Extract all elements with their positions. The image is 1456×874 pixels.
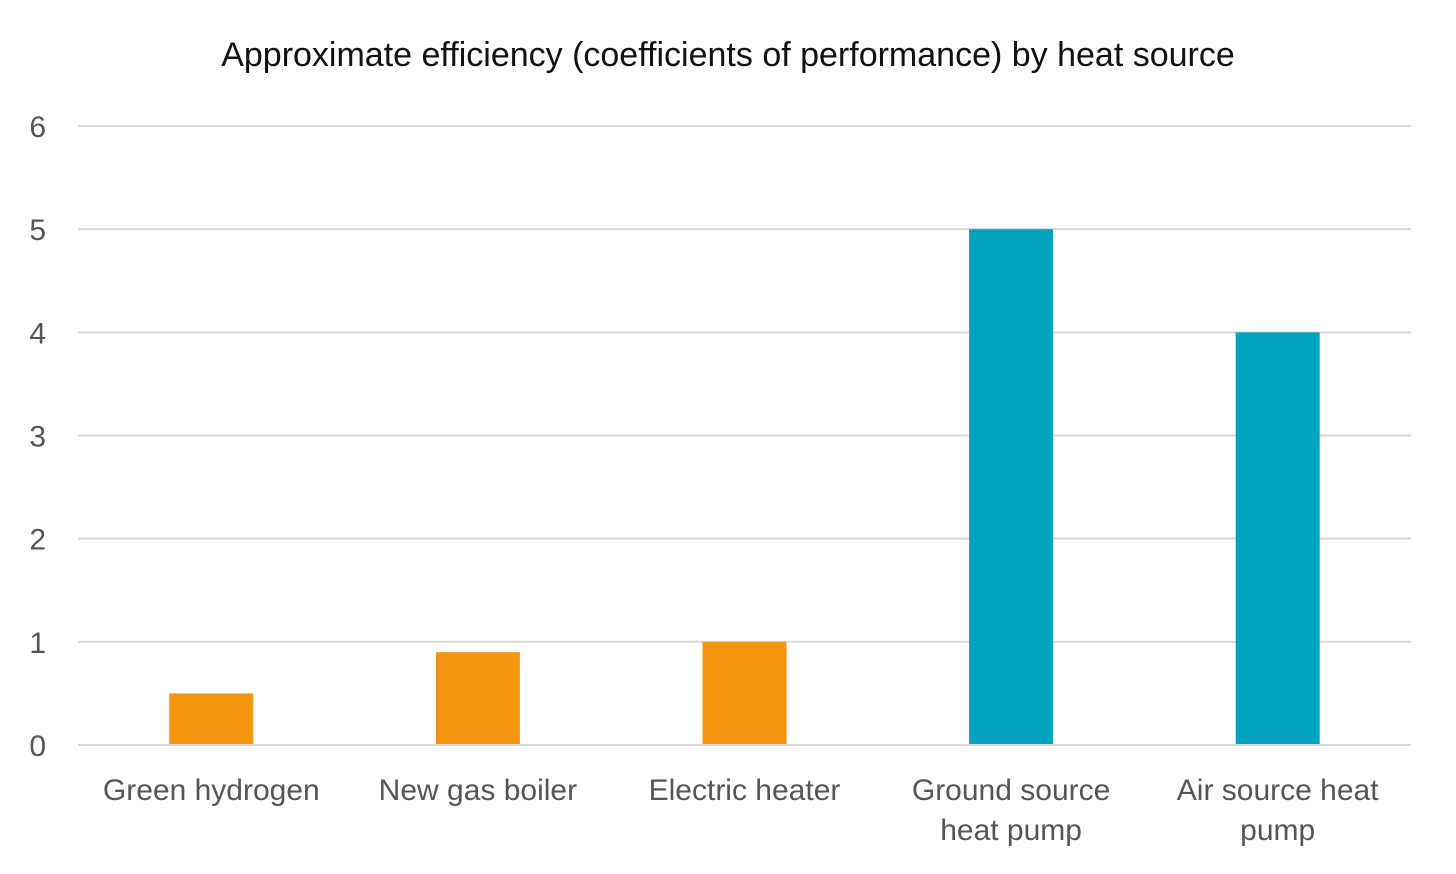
x-category-label-line: Air source heat bbox=[1177, 774, 1379, 807]
y-tick-label: 1 bbox=[29, 627, 46, 660]
y-axis-ticks: 0 1 2 3 4 5 6 bbox=[29, 111, 46, 763]
y-tick-label: 6 bbox=[29, 111, 46, 144]
x-category-label-line: Ground source bbox=[912, 774, 1110, 807]
x-category-label-line: New gas boiler bbox=[379, 774, 577, 807]
x-category-label-line: pump bbox=[1240, 814, 1315, 847]
bar bbox=[435, 652, 520, 745]
y-tick-label: 3 bbox=[29, 421, 46, 454]
bars bbox=[169, 229, 1320, 745]
y-tick-label: 4 bbox=[29, 317, 46, 350]
chart-title: Approximate efficiency (coefficients of … bbox=[221, 36, 1235, 74]
bar bbox=[969, 229, 1054, 745]
x-category-label-line: heat pump bbox=[940, 814, 1082, 847]
x-category-label: New gas boiler bbox=[379, 774, 577, 807]
y-tick-label: 0 bbox=[29, 730, 46, 763]
x-category-label: Electric heater bbox=[649, 774, 841, 807]
x-axis-categories: Green hydrogen New gas boiler Electric hea… bbox=[103, 774, 1379, 847]
x-category-label-line: Electric heater bbox=[649, 774, 841, 807]
y-tick-label: 5 bbox=[29, 214, 46, 247]
x-category-label-line: Green hydrogen bbox=[103, 774, 320, 807]
bar bbox=[702, 641, 787, 745]
bar bbox=[1235, 332, 1320, 745]
bar bbox=[169, 693, 254, 745]
x-category-label: Air source heat pump bbox=[1177, 774, 1379, 847]
gridlines bbox=[78, 125, 1411, 643]
x-category-label: Green hydrogen bbox=[103, 774, 320, 807]
y-tick-label: 2 bbox=[29, 524, 46, 557]
x-category-label: Ground source heat pump bbox=[912, 774, 1110, 847]
